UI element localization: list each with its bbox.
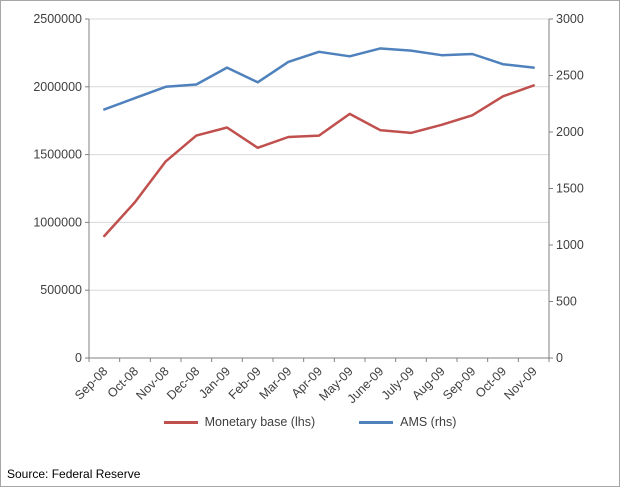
svg-text:Mar-09: Mar-09	[257, 364, 295, 402]
legend-label-ams: AMS (rhs)	[400, 415, 457, 429]
legend-line-swatch-red	[163, 420, 198, 424]
svg-text:1500000: 1500000	[33, 148, 82, 162]
line-chart: 0 500000 1000000 1500000 2000000 2500000 0 500 1…	[33, 12, 584, 406]
svg-text:Dec-08: Dec-08	[164, 364, 202, 402]
svg-text:2000: 2000	[556, 125, 584, 139]
svg-text:500000: 500000	[40, 283, 82, 297]
legend-label-monetary-base: Monetary base (lhs)	[204, 415, 316, 429]
svg-text:Aug-09: Aug-09	[409, 364, 447, 402]
svg-text:Sep-08: Sep-08	[72, 364, 110, 402]
x-axis-labels: Sep-08Oct-08Nov-08Dec-08Jan-09Feb-09Mar-…	[72, 358, 550, 406]
svg-text:2500000: 2500000	[33, 12, 82, 26]
legend-item-monetary-base: Monetary base (lhs)	[163, 415, 316, 429]
right-axis-labels: 0 500 1000 1500 2000 2500 3000	[549, 12, 584, 365]
legend-item-ams: AMS (rhs)	[359, 415, 456, 429]
source-note: Source: Federal Reserve	[7, 467, 141, 481]
svg-text:Nov-09: Nov-09	[501, 364, 539, 402]
legend-line-swatch-blue	[359, 420, 394, 424]
axis-lines	[88, 19, 550, 359]
svg-text:July-09: July-09	[379, 364, 417, 402]
chart-legend: Monetary base (lhs) AMS (rhs)	[1, 415, 619, 429]
svg-text:Jan-09: Jan-09	[196, 364, 233, 401]
svg-text:3000: 3000	[556, 12, 584, 26]
svg-text:Feb-09: Feb-09	[226, 364, 264, 402]
svg-text:2000000: 2000000	[33, 80, 82, 94]
gridlines	[89, 18, 549, 359]
svg-text:500: 500	[556, 295, 577, 309]
svg-text:Nov-08: Nov-08	[133, 364, 171, 402]
left-axis-labels: 0 500000 1000000 1500000 2000000 2500000	[33, 12, 89, 365]
series-monetary-base	[103, 84, 535, 238]
svg-text:0: 0	[556, 351, 563, 365]
svg-text:2500: 2500	[556, 69, 584, 83]
svg-text:0: 0	[75, 351, 82, 365]
svg-text:1000: 1000	[556, 238, 584, 252]
svg-text:1000000: 1000000	[33, 215, 82, 229]
svg-text:1500: 1500	[556, 182, 584, 196]
svg-text:Sep-09: Sep-09	[440, 364, 478, 402]
series-ams	[103, 47, 535, 111]
